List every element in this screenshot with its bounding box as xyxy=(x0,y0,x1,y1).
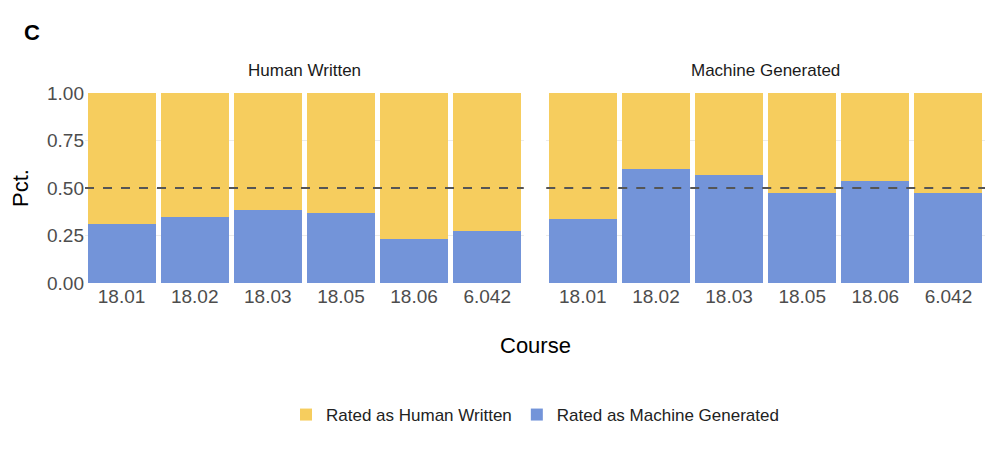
svg-text:18.06: 18.06 xyxy=(390,286,438,307)
svg-text:18.01: 18.01 xyxy=(559,286,607,307)
svg-text:Human Written: Human Written xyxy=(248,61,361,80)
svg-text:18.06: 18.06 xyxy=(852,286,900,307)
svg-text:Rated as Machine Generated: Rated as Machine Generated xyxy=(557,406,779,425)
svg-text:18.03: 18.03 xyxy=(244,286,292,307)
svg-text:0.75: 0.75 xyxy=(47,130,84,151)
svg-text:0.00: 0.00 xyxy=(47,273,84,294)
svg-text:18.02: 18.02 xyxy=(171,286,219,307)
svg-text:18.05: 18.05 xyxy=(778,286,826,307)
svg-text:0.50: 0.50 xyxy=(47,178,84,199)
svg-text:1.00: 1.00 xyxy=(47,83,84,104)
svg-text:Rated as Human Written: Rated as Human Written xyxy=(326,406,512,425)
svg-text:6.042: 6.042 xyxy=(925,286,973,307)
svg-text:18.03: 18.03 xyxy=(705,286,753,307)
svg-text:Course: Course xyxy=(500,333,571,358)
svg-text:18.02: 18.02 xyxy=(632,286,680,307)
svg-text:18.05: 18.05 xyxy=(317,286,365,307)
svg-text:0.25: 0.25 xyxy=(47,225,84,246)
svg-text:C: C xyxy=(24,20,40,45)
svg-text:Machine Generated: Machine Generated xyxy=(691,61,840,80)
svg-text:Pct.: Pct. xyxy=(8,169,33,207)
svg-text:18.01: 18.01 xyxy=(98,286,146,307)
svg-text:6.042: 6.042 xyxy=(463,286,511,307)
